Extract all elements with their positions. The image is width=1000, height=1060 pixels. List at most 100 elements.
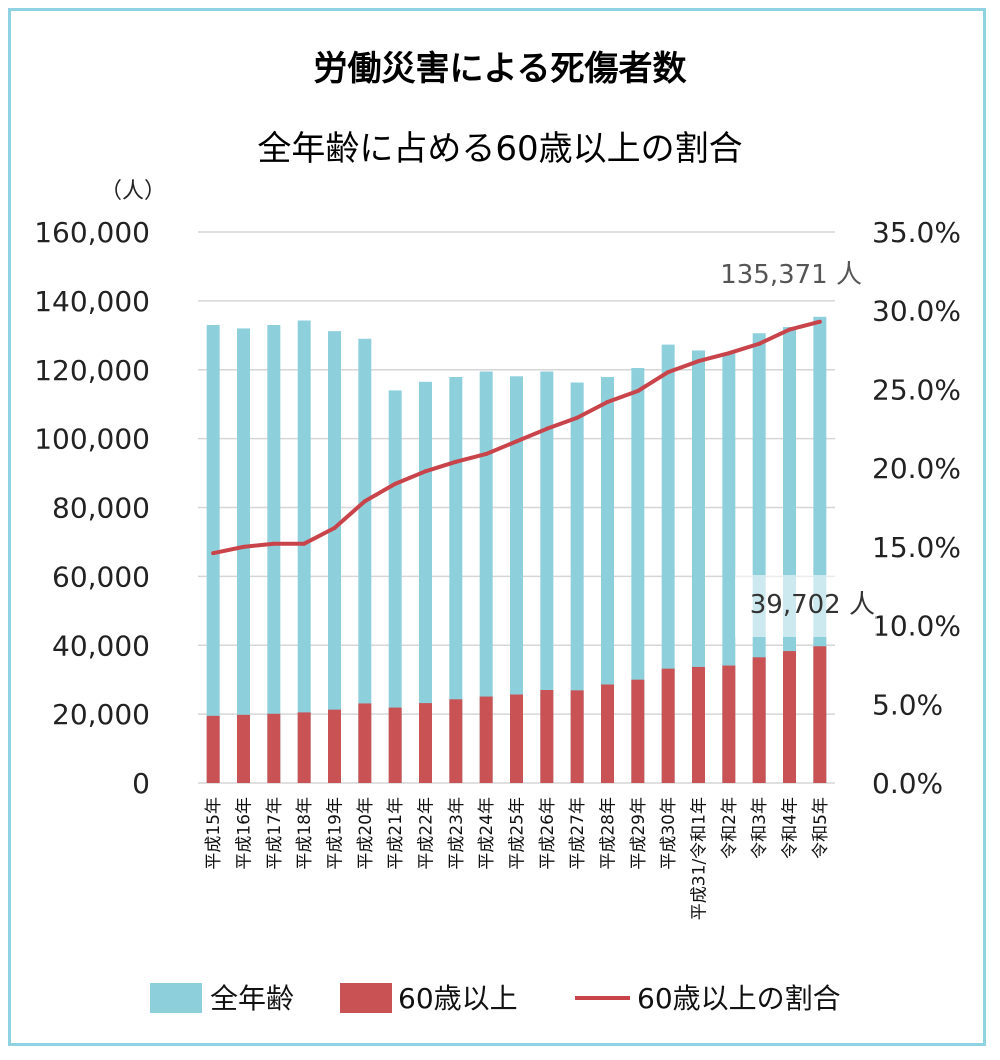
right-tick-label: 15.0% — [872, 531, 961, 564]
legend: 全年齢 60歳以上 60歳以上の割合 — [150, 982, 841, 1015]
bar-all-ages — [358, 338, 372, 783]
category-label: 令和2年 — [720, 797, 740, 859]
ratio-point — [271, 541, 276, 546]
ratio-point — [211, 551, 216, 556]
legend-label-ratio: 60歳以上の割合 — [637, 982, 841, 1015]
bar-60plus — [449, 699, 463, 783]
right-tick-label: 0.0% — [872, 767, 943, 800]
legend-swatch-60plus — [340, 983, 392, 1013]
ratio-point — [453, 459, 458, 464]
category-label: 平成15年 — [204, 797, 224, 870]
bar-all-ages — [449, 376, 463, 783]
category-label: 平成18年 — [295, 797, 315, 870]
ratio-point — [362, 499, 367, 504]
bar-60plus — [661, 668, 675, 783]
ratio-point — [575, 415, 580, 420]
bars — [206, 316, 827, 783]
annotation-box — [735, 575, 877, 637]
left-tick-label: 120,000 — [34, 354, 150, 387]
right-tick-label: 30.0% — [872, 295, 961, 328]
left-tick-label: 40,000 — [52, 629, 150, 662]
category-label: 平成26年 — [538, 797, 558, 870]
left-tick-label: 60,000 — [52, 560, 150, 593]
ratio-point — [423, 469, 428, 474]
bar-60plus — [206, 715, 220, 783]
ratio-line — [211, 319, 822, 556]
bar-60plus — [722, 665, 736, 783]
bar-60plus — [358, 703, 372, 783]
bar-all-ages — [297, 320, 311, 783]
ratio-point — [393, 481, 398, 486]
right-axis-ticks: 0.0% 5.0% 10.0% 15.0% 20.0% 25.0% 30.0% 35.0% — [872, 216, 961, 800]
category-label: 平成27年 — [568, 797, 588, 870]
right-tick-label: 5.0% — [872, 688, 943, 721]
ratio-point — [332, 525, 337, 530]
bar-all-ages — [237, 328, 250, 783]
left-tick-label: 0 — [132, 767, 150, 800]
category-label: 令和4年 — [781, 797, 801, 859]
bar-60plus — [570, 690, 584, 783]
category-label: 平成19年 — [326, 797, 346, 870]
category-label: 平成24年 — [477, 797, 497, 870]
bar-all-ages — [510, 376, 523, 783]
ratio-point — [666, 370, 671, 375]
bar-all-ages — [570, 382, 584, 783]
category-label: 平成23年 — [447, 797, 467, 870]
right-tick-label: 25.0% — [872, 373, 961, 406]
category-label: 平成30年 — [659, 797, 679, 870]
left-tick-label: 80,000 — [52, 492, 150, 525]
left-tick-label: 160,000 — [34, 216, 150, 249]
category-label: 平成16年 — [235, 797, 255, 870]
category-label: 平成22年 — [417, 797, 437, 870]
legend-label-all-ages: 全年齢 — [210, 982, 294, 1015]
legend-swatch-all-ages — [150, 983, 202, 1013]
bar-60plus — [540, 690, 554, 783]
ratio-point — [302, 541, 307, 546]
right-tick-label: 35.0% — [872, 216, 961, 249]
ratio-point — [635, 389, 640, 394]
ratio-point — [726, 351, 731, 356]
chart-title: 労働災害による死傷者数 — [314, 49, 687, 89]
ratio-point — [484, 451, 489, 456]
bar-60plus — [813, 646, 827, 783]
category-label: 平成31/令和1年 — [690, 797, 710, 920]
category-labels: 平成15年 平成16年 平成17年 平成18年 平成19年 平成20年 平成21年 平成22年… — [204, 797, 831, 920]
category-label: 令和5年 — [811, 797, 831, 859]
ratio-point — [241, 544, 246, 549]
annotation-total: 135,371 人 — [720, 260, 862, 290]
bar-60plus — [419, 703, 432, 783]
bar-all-ages — [388, 390, 402, 783]
ratio-point — [544, 426, 549, 431]
annotations: 135,371 人 39,702 人 — [720, 260, 875, 620]
bar-60plus — [752, 657, 766, 783]
annotation-background — [735, 575, 877, 637]
category-label: 平成21年 — [386, 797, 406, 870]
bar-all-ages — [540, 371, 554, 783]
bar-60plus — [388, 707, 402, 783]
bar-all-ages — [479, 371, 493, 783]
annotation-senior: 39,702 人 — [750, 590, 875, 620]
legend-label-60plus: 60歳以上 — [398, 982, 518, 1015]
left-axis-ticks: 0 20,000 40,000 60,000 80,000 100,000 120,000 1… — [34, 216, 150, 800]
ratio-point — [787, 327, 792, 332]
bar-60plus — [510, 694, 523, 783]
ratio-point — [605, 400, 610, 405]
category-label: 平成20年 — [356, 797, 376, 870]
category-label: 平成17年 — [265, 797, 285, 870]
bar-60plus — [237, 714, 250, 783]
category-label: 平成28年 — [599, 797, 619, 870]
category-label: 平成29年 — [629, 797, 649, 870]
category-label: 令和3年 — [750, 797, 770, 859]
left-tick-label: 20,000 — [52, 698, 150, 731]
right-tick-label: 10.0% — [872, 610, 961, 643]
bar-all-ages — [601, 376, 614, 783]
bar-60plus — [297, 712, 311, 783]
bar-60plus — [601, 684, 614, 783]
ratio-point — [696, 359, 701, 364]
left-tick-label: 100,000 — [34, 423, 150, 456]
bar-all-ages — [419, 381, 432, 783]
ratio-point — [757, 341, 762, 346]
right-tick-label: 20.0% — [872, 452, 961, 485]
bar-60plus — [328, 709, 341, 783]
